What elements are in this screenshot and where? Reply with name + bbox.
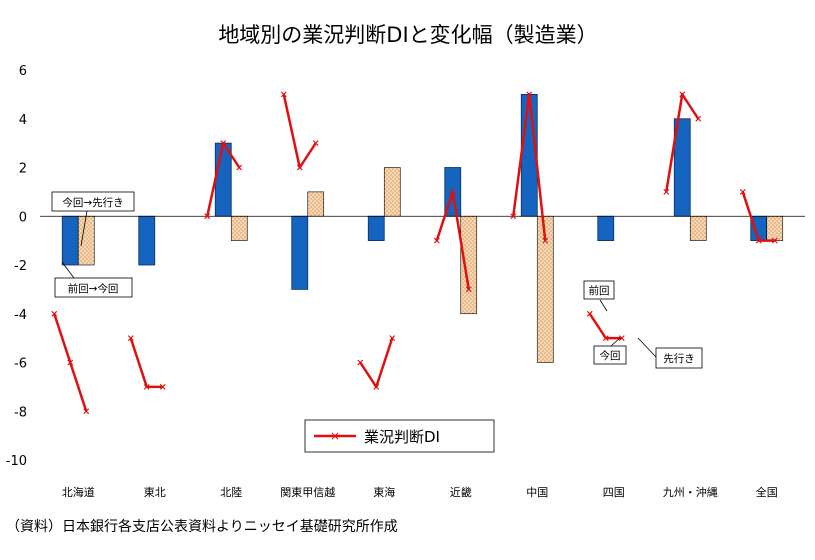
di-point-marker <box>739 188 746 195</box>
legend-marker: × <box>330 429 340 443</box>
di-series-line <box>282 94 317 169</box>
di-point-marker <box>465 286 472 293</box>
di-series-line <box>588 313 622 340</box>
di-point-marker <box>143 383 150 390</box>
y-tick-label: -6 <box>14 357 27 372</box>
di-point-marker <box>526 91 533 98</box>
di-line-layer <box>51 91 778 415</box>
legend: × 業況判断DI <box>304 419 495 453</box>
di-point-marker <box>83 408 90 415</box>
di-point-marker <box>679 91 686 98</box>
di-point-marker <box>67 359 74 366</box>
di-point-marker <box>280 91 287 98</box>
bar-prev-to-current <box>291 215 309 290</box>
annotation-next-label: 今回→先行き <box>62 196 123 209</box>
di-point-marker <box>296 164 303 171</box>
category-label: 関東甲信越 <box>280 485 335 499</box>
di-point-marker <box>51 310 58 317</box>
di-point-marker <box>542 237 549 244</box>
y-tick-label: -4 <box>14 308 27 323</box>
bar-prev-to-current <box>597 215 615 242</box>
di-point-marker <box>357 359 364 366</box>
di-point-marker <box>389 335 396 342</box>
chart-title: 地域別の業況判断DIと変化幅（製造業） <box>218 23 597 47</box>
di-point-marker <box>159 383 166 390</box>
di-point-marker <box>236 164 243 171</box>
category-label: 東北 <box>144 486 166 499</box>
di-point-marker <box>618 335 625 342</box>
di-series-line <box>359 337 394 389</box>
di-point-marker <box>220 140 227 147</box>
annotation-prev: 前回→今回 <box>54 261 133 298</box>
di-point-marker <box>510 213 517 220</box>
y-tick-label: 0 <box>19 210 27 225</box>
di-point-marker <box>433 237 440 244</box>
annotation-zenkai: 前回 <box>583 280 615 312</box>
annotation-zenkai-label: 前回 <box>589 284 610 297</box>
category-label: 中国 <box>526 486 548 499</box>
legend-label: 業況判断DI <box>364 428 440 446</box>
bar-prev-to-current <box>61 215 79 266</box>
bar-current-to-next <box>766 215 784 241</box>
bar-current-to-next <box>77 215 95 266</box>
annotation-sakiyuki: 先行き <box>637 337 703 369</box>
annotation-sakiyuki-label: 先行き <box>663 352 695 365</box>
category-label: 北海道 <box>62 485 95 499</box>
di-point-marker <box>449 188 456 195</box>
di-point-marker <box>127 335 134 342</box>
category-label: 全国 <box>756 485 778 499</box>
y-tick-label: 2 <box>19 162 27 177</box>
bar-prev-to-current <box>214 142 232 217</box>
y-axis: 6 4 2 0 -2 -4 -6 -8 -10 <box>6 64 27 469</box>
bar-current-to-next <box>230 215 248 241</box>
bar-prev-to-current <box>138 215 156 266</box>
annotation-konkai: 今回 <box>593 337 627 365</box>
di-point-marker <box>695 115 702 122</box>
di-point-marker <box>755 237 762 244</box>
bar-prev-to-current <box>367 215 385 242</box>
annotation-konkai-label: 今回 <box>600 349 621 362</box>
bar-current-to-next <box>689 215 707 241</box>
di-point-marker <box>771 237 778 244</box>
y-tick-label: 6 <box>19 64 27 79</box>
di-point-marker <box>602 335 609 342</box>
category-label: 東海 <box>373 485 395 499</box>
di-point-marker <box>312 140 319 147</box>
category-label: 四国 <box>603 486 625 499</box>
di-point-marker <box>204 213 211 220</box>
di-series-line <box>129 337 163 389</box>
annotation-next: 今回→先行き <box>51 191 135 247</box>
category-label: 北陸 <box>220 486 242 499</box>
y-tick-label: -8 <box>14 405 27 420</box>
y-tick-label: -10 <box>6 454 27 469</box>
di-point-marker <box>373 383 380 390</box>
di-point-marker <box>586 310 593 317</box>
annotation-prev-label: 前回→今回 <box>68 282 119 295</box>
category-label: 九州・沖縄 <box>663 485 718 499</box>
category-labels: 北海道 東北 北陸 関東甲信越 東海 近畿 中国 四国 九州・沖縄 全国 <box>62 485 778 499</box>
bar-current-to-next <box>307 191 325 217</box>
category-label: 近畿 <box>450 485 472 499</box>
source-note: （資料）日本銀行各支店公表資料よりニッセイ基礎研究所作成 <box>6 518 398 535</box>
bar-current-to-next <box>383 167 401 217</box>
y-tick-label: 4 <box>19 113 27 128</box>
bar-current-to-next <box>460 215 478 315</box>
di-point-marker <box>663 188 670 195</box>
y-tick-label: -2 <box>14 259 27 274</box>
